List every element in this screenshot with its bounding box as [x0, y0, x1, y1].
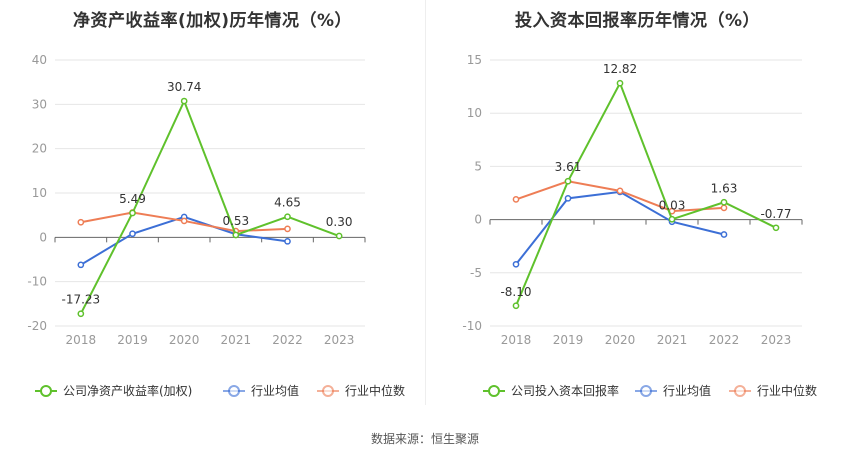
roe-chart-panel: 净资产收益率(加权)历年情况（%） -20 -10 0 10 20 30 40 2018 201…	[0, 0, 425, 405]
roic-chart-svg: -10 -5 0 5 10 15 2018 2019 2020 2021 2022 2023 -8.10…	[462, 53, 817, 398]
roe-y-tick-label: 30	[32, 97, 47, 111]
roic-x-tick-label: 2022	[709, 333, 740, 347]
roic-chart-panel: 投入资本回报率历年情况（%） -10 -5 0 5 10 15 2018 2019 2020 20…	[425, 0, 850, 405]
roic-x-tick-label: 2019	[553, 333, 584, 347]
roe-data-point-2	[180, 217, 188, 225]
roe-x-tick-label: 2021	[221, 333, 252, 347]
roe-data-point-2	[284, 225, 291, 233]
roic-data-point-0	[668, 215, 676, 223]
roic-data-label: 3.61	[555, 160, 582, 174]
roic-data-label: 12.82	[603, 62, 637, 76]
roe-data-point-0	[129, 209, 136, 217]
roic-data-point-0	[720, 198, 728, 206]
roic-y-tick-label: -10	[462, 319, 482, 333]
roe-legend-label: 公司净资产收益率(加权)	[63, 383, 192, 398]
roe-x-tick-label: 2018	[66, 333, 97, 347]
roe-data-point-0	[232, 231, 240, 239]
roe-data-point-0	[180, 97, 188, 105]
roic-data-point-0	[564, 177, 572, 185]
roic-x-tick-label: 2021	[657, 333, 688, 347]
roe-data-label: 0.30	[326, 215, 353, 229]
roe-data-label: 5.49	[119, 192, 146, 206]
roe-legend-swatch-marker	[322, 385, 334, 397]
roe-x-tick-label: 2020	[169, 333, 200, 347]
roe-legend-label: 行业中位数	[345, 383, 405, 398]
roe-data-label: 4.65	[274, 196, 301, 210]
roic-data-label: -0.77	[760, 207, 791, 221]
roic-legend-label: 行业中位数	[757, 383, 817, 398]
roic-legend-label: 行业均值	[663, 383, 711, 398]
roic-data-point-0	[512, 302, 520, 310]
panel-divider	[425, 0, 426, 405]
roe-data-point-1	[129, 230, 136, 238]
roic-y-tick-label: -5	[470, 266, 482, 280]
roe-chart-title: 净资产收益率(加权)历年情况（%）	[72, 11, 353, 31]
roic-data-label: 1.63	[711, 181, 738, 195]
roe-y-tick-label: 40	[32, 53, 47, 67]
roic-y-tick-label: 15	[467, 53, 482, 67]
roe-data-label: -17.23	[61, 293, 100, 307]
roic-data-label: 0.03	[659, 198, 686, 212]
roe-x-tick-label: 2022	[272, 333, 303, 347]
roic-series-line-2	[515, 180, 725, 213]
roic-data-point-1	[564, 194, 572, 202]
roe-x-tick-label: 2023	[324, 333, 355, 347]
roe-data-point-0	[284, 213, 291, 221]
roe-legend-swatch-marker	[228, 385, 240, 397]
roic-series-line-0	[515, 80, 777, 307]
roe-y-tick-label: 10	[32, 186, 47, 200]
roic-legend-swatch-marker	[640, 385, 652, 397]
data-source-note: 数据来源：恒生聚源	[370, 432, 479, 446]
roic-x-tick-label: 2023	[761, 333, 792, 347]
roe-data-label: 0.53	[222, 214, 249, 228]
roic-data-label: -8.10	[500, 285, 531, 299]
roic-y-tick-label: 0	[474, 213, 482, 227]
roe-x-tick-label: 2019	[117, 333, 148, 347]
roic-x-tick-label: 2020	[605, 333, 636, 347]
roe-data-point-1	[77, 261, 85, 269]
roic-data-point-0	[616, 79, 624, 87]
roic-data-point-1	[512, 260, 520, 268]
roic-data-point-2	[720, 204, 728, 212]
roe-chart-svg: -20 -10 0 10 20 30 40 2018 2019 2020 2021 2022 2023 -…	[27, 53, 405, 398]
roe-data-point-0	[335, 232, 343, 240]
roic-legend-swatch-marker	[734, 385, 746, 397]
roic-legend-swatch-marker	[488, 385, 500, 397]
roic-legend-label: 公司投入资本回报率	[511, 383, 619, 398]
roe-y-tick-label: 0	[39, 230, 47, 244]
roic-x-tick-label: 2018	[501, 333, 532, 347]
roic-data-point-0	[772, 224, 780, 232]
roe-data-point-2	[77, 218, 85, 226]
roic-series-line-1	[515, 190, 725, 265]
roe-data-point-0	[77, 310, 85, 318]
roe-data-label: 30.74	[167, 80, 201, 94]
roe-y-tick-label: -10	[27, 275, 47, 289]
roe-y-tick-label: 20	[32, 142, 47, 156]
roic-data-point-2	[616, 187, 624, 195]
roic-data-point-1	[720, 231, 728, 238]
roe-series-line-0	[79, 98, 340, 315]
roe-data-point-1	[284, 237, 291, 245]
roe-legend-label: 行业均值	[251, 383, 299, 398]
roic-y-tick-label: 10	[467, 106, 482, 120]
roic-chart-title: 投入资本回报率历年情况（%）	[514, 11, 761, 31]
roic-y-tick-label: 5	[474, 159, 482, 173]
roe-y-tick-label: -20	[27, 319, 47, 333]
roe-legend-swatch-marker	[40, 385, 52, 397]
roic-data-point-2	[512, 196, 520, 203]
